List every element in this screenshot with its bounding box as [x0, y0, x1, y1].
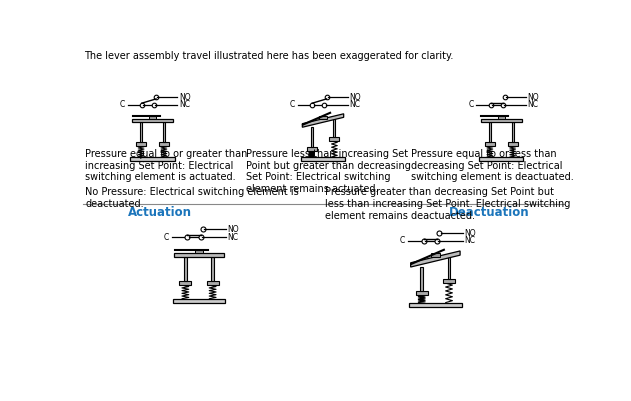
Text: C: C: [290, 100, 295, 109]
Text: NO: NO: [350, 93, 361, 102]
Bar: [512, 122, 514, 142]
Text: NO: NO: [179, 93, 191, 102]
Polygon shape: [411, 251, 460, 267]
Bar: [448, 255, 451, 279]
Polygon shape: [481, 119, 522, 122]
Polygon shape: [302, 114, 344, 127]
Text: Pressure less than increasing Set
Point but greater than decreasing
Set Point: E: Pressure less than increasing Set Point …: [245, 149, 410, 194]
Bar: [319, 116, 327, 119]
Bar: [307, 147, 317, 151]
Bar: [310, 127, 313, 147]
Bar: [163, 122, 165, 142]
Bar: [172, 299, 225, 303]
Bar: [184, 257, 187, 281]
Bar: [416, 291, 428, 295]
Text: Pressure equal to or less than
decreasing Set Point: Electrical
switching elemen: Pressure equal to or less than decreasin…: [411, 149, 574, 182]
Bar: [159, 142, 169, 146]
Bar: [149, 116, 156, 119]
Bar: [443, 279, 455, 283]
Text: C: C: [468, 100, 473, 109]
Bar: [431, 253, 440, 257]
Bar: [508, 142, 517, 146]
Text: Pressure greater than decreasing Set Point but
less than increasing Set Point. E: Pressure greater than decreasing Set Poi…: [326, 188, 570, 221]
Bar: [131, 157, 175, 160]
Text: No Pressure: Electrical switching element is
deactuated.: No Pressure: Electrical switching elemen…: [85, 188, 299, 209]
Text: NO: NO: [228, 225, 239, 234]
Bar: [136, 142, 146, 146]
Bar: [301, 157, 345, 160]
Bar: [498, 116, 505, 119]
Text: NC: NC: [228, 233, 239, 241]
Text: NC: NC: [464, 236, 475, 245]
Bar: [333, 117, 336, 137]
Text: Actuation: Actuation: [128, 206, 192, 219]
Text: NC: NC: [350, 100, 360, 109]
Bar: [207, 281, 218, 285]
Text: NC: NC: [528, 100, 539, 109]
Text: NC: NC: [179, 100, 190, 109]
Polygon shape: [132, 119, 173, 122]
Text: C: C: [400, 236, 405, 245]
Polygon shape: [174, 253, 224, 257]
Bar: [195, 250, 203, 253]
Bar: [409, 303, 462, 307]
Bar: [211, 257, 214, 281]
Bar: [179, 281, 191, 285]
Text: C: C: [163, 233, 168, 241]
Text: Pressure equal to or greater than
increasing Set Point: Electrical
switching ele: Pressure equal to or greater than increa…: [85, 149, 247, 182]
Bar: [485, 142, 495, 146]
Text: Deactuation: Deactuation: [449, 206, 530, 219]
Bar: [420, 267, 423, 291]
Text: The lever assembly travel illustrated here has been exaggerated for clarity.: The lever assembly travel illustrated he…: [85, 51, 454, 61]
Bar: [140, 122, 142, 142]
Text: NO: NO: [528, 93, 540, 102]
Text: NO: NO: [464, 229, 476, 238]
Bar: [329, 137, 339, 141]
Bar: [479, 157, 523, 160]
Bar: [489, 122, 491, 142]
Text: C: C: [119, 100, 125, 109]
